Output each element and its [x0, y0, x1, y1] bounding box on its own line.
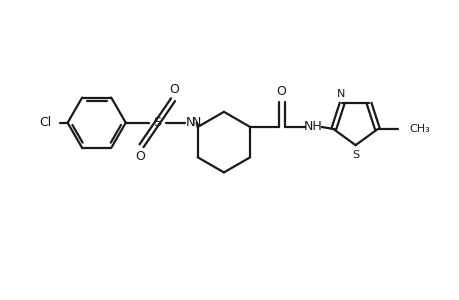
- Text: O: O: [135, 150, 145, 163]
- Text: CH₃: CH₃: [409, 124, 430, 134]
- Text: N: N: [185, 116, 195, 129]
- Text: O: O: [169, 83, 179, 96]
- Text: Cl: Cl: [39, 116, 52, 129]
- Text: N: N: [336, 89, 344, 99]
- Text: O: O: [276, 85, 286, 98]
- Text: NH: NH: [303, 121, 322, 134]
- Text: S: S: [153, 116, 161, 129]
- Text: S: S: [351, 151, 358, 160]
- Text: N: N: [191, 116, 201, 129]
